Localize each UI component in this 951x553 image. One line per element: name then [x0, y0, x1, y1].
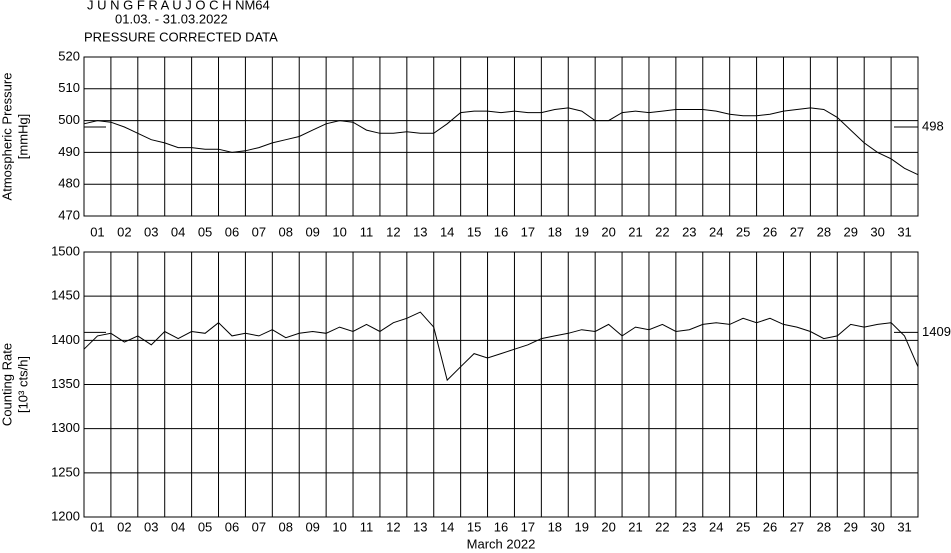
- x-tick-label: 29: [844, 224, 858, 239]
- x-tick-label: 14: [440, 519, 454, 534]
- x-tick-label: 31: [897, 519, 911, 534]
- y-tick-label: 1500: [51, 243, 80, 258]
- x-tick-label: 18: [548, 519, 562, 534]
- reference-label: 1409: [922, 324, 951, 339]
- x-tick-label: 26: [763, 224, 777, 239]
- x-tick-label: 16: [494, 519, 508, 534]
- x-tick-label: 15: [467, 519, 481, 534]
- x-tick-label: 17: [521, 519, 535, 534]
- x-tick-label: 20: [601, 519, 615, 534]
- x-tick-label: 15: [467, 224, 481, 239]
- x-tick-label: 10: [332, 519, 346, 534]
- x-tick-label: 18: [548, 224, 562, 239]
- y-tick-label: 480: [58, 176, 80, 191]
- y-tick-label: 470: [58, 207, 80, 222]
- x-tick-label: 09: [305, 519, 319, 534]
- x-tick-label: 05: [198, 224, 212, 239]
- x-axis-title: March 2022: [467, 536, 536, 551]
- x-tick-label: 04: [171, 224, 185, 239]
- x-tick-label: 21: [628, 519, 642, 534]
- x-tick-label: 25: [736, 519, 750, 534]
- x-tick-label: 05: [198, 519, 212, 534]
- x-tick-label: 07: [252, 519, 266, 534]
- y-tick-label: 490: [58, 144, 80, 159]
- x-tick-label: 28: [817, 519, 831, 534]
- y-tick-label: 500: [58, 112, 80, 127]
- y-tick-label: 1450: [51, 288, 80, 303]
- x-tick-label: 01: [90, 519, 104, 534]
- x-tick-label: 28: [817, 224, 831, 239]
- x-tick-label: 02: [117, 519, 131, 534]
- x-tick-label: 30: [870, 224, 884, 239]
- y-axis-title: [mmHg]: [15, 114, 30, 160]
- y-tick-label: 1250: [51, 464, 80, 479]
- x-tick-label: 22: [655, 224, 669, 239]
- reference-label: 498: [922, 118, 944, 133]
- x-tick-label: 25: [736, 224, 750, 239]
- x-tick-label: 03: [144, 519, 158, 534]
- x-tick-label: 06: [225, 519, 239, 534]
- x-tick-label: 13: [413, 224, 427, 239]
- x-tick-label: 19: [574, 224, 588, 239]
- y-tick-label: 520: [58, 48, 80, 63]
- x-tick-label: 01: [90, 224, 104, 239]
- y-tick-label: 510: [58, 80, 80, 95]
- x-tick-label: 02: [117, 224, 131, 239]
- y-axis-title: [10³ cts/h]: [15, 356, 30, 413]
- x-tick-label: 23: [682, 224, 696, 239]
- x-tick-label: 14: [440, 224, 454, 239]
- x-tick-label: 23: [682, 519, 696, 534]
- y-tick-label: 1350: [51, 376, 80, 391]
- x-tick-label: 17: [521, 224, 535, 239]
- x-tick-label: 06: [225, 224, 239, 239]
- x-tick-label: 12: [386, 224, 400, 239]
- x-tick-label: 19: [574, 519, 588, 534]
- y-axis-title: Atmospheric Pressure: [0, 73, 14, 201]
- x-tick-label: 24: [709, 224, 723, 239]
- x-tick-label: 13: [413, 519, 427, 534]
- x-tick-label: 11: [360, 224, 374, 239]
- x-tick-label: 21: [628, 224, 642, 239]
- y-tick-label: 1300: [51, 420, 80, 435]
- x-tick-label: 26: [763, 519, 777, 534]
- data-line: [83, 311, 919, 382]
- period: 01.03. - 31.03.2022: [115, 11, 228, 26]
- x-tick-label: 30: [870, 519, 884, 534]
- x-tick-label: 27: [790, 224, 804, 239]
- x-tick-label: 08: [279, 519, 293, 534]
- x-tick-label: 16: [494, 224, 508, 239]
- plot-frame: [83, 56, 919, 217]
- x-tick-label: 07: [252, 224, 266, 239]
- y-axis-title: Counting Rate: [0, 343, 14, 426]
- x-tick-label: 03: [144, 224, 158, 239]
- y-tick-label: 1200: [51, 508, 80, 523]
- x-tick-label: 29: [844, 519, 858, 534]
- x-tick-label: 31: [897, 224, 911, 239]
- x-tick-label: 24: [709, 519, 723, 534]
- data-line: [83, 107, 919, 176]
- subtitle: PRESSURE CORRECTED DATA: [84, 29, 278, 44]
- x-tick-label: 11: [360, 519, 374, 534]
- x-tick-label: 12: [386, 519, 400, 534]
- y-tick-label: 1400: [51, 332, 80, 347]
- x-tick-label: 20: [601, 224, 615, 239]
- x-tick-label: 10: [332, 224, 346, 239]
- x-tick-label: 04: [171, 519, 185, 534]
- x-tick-label: 08: [279, 224, 293, 239]
- x-tick-label: 22: [655, 519, 669, 534]
- station-title: J U N G F R A U J O C H NM64: [87, 0, 270, 12]
- x-tick-label: 27: [790, 519, 804, 534]
- x-tick-label: 09: [305, 224, 319, 239]
